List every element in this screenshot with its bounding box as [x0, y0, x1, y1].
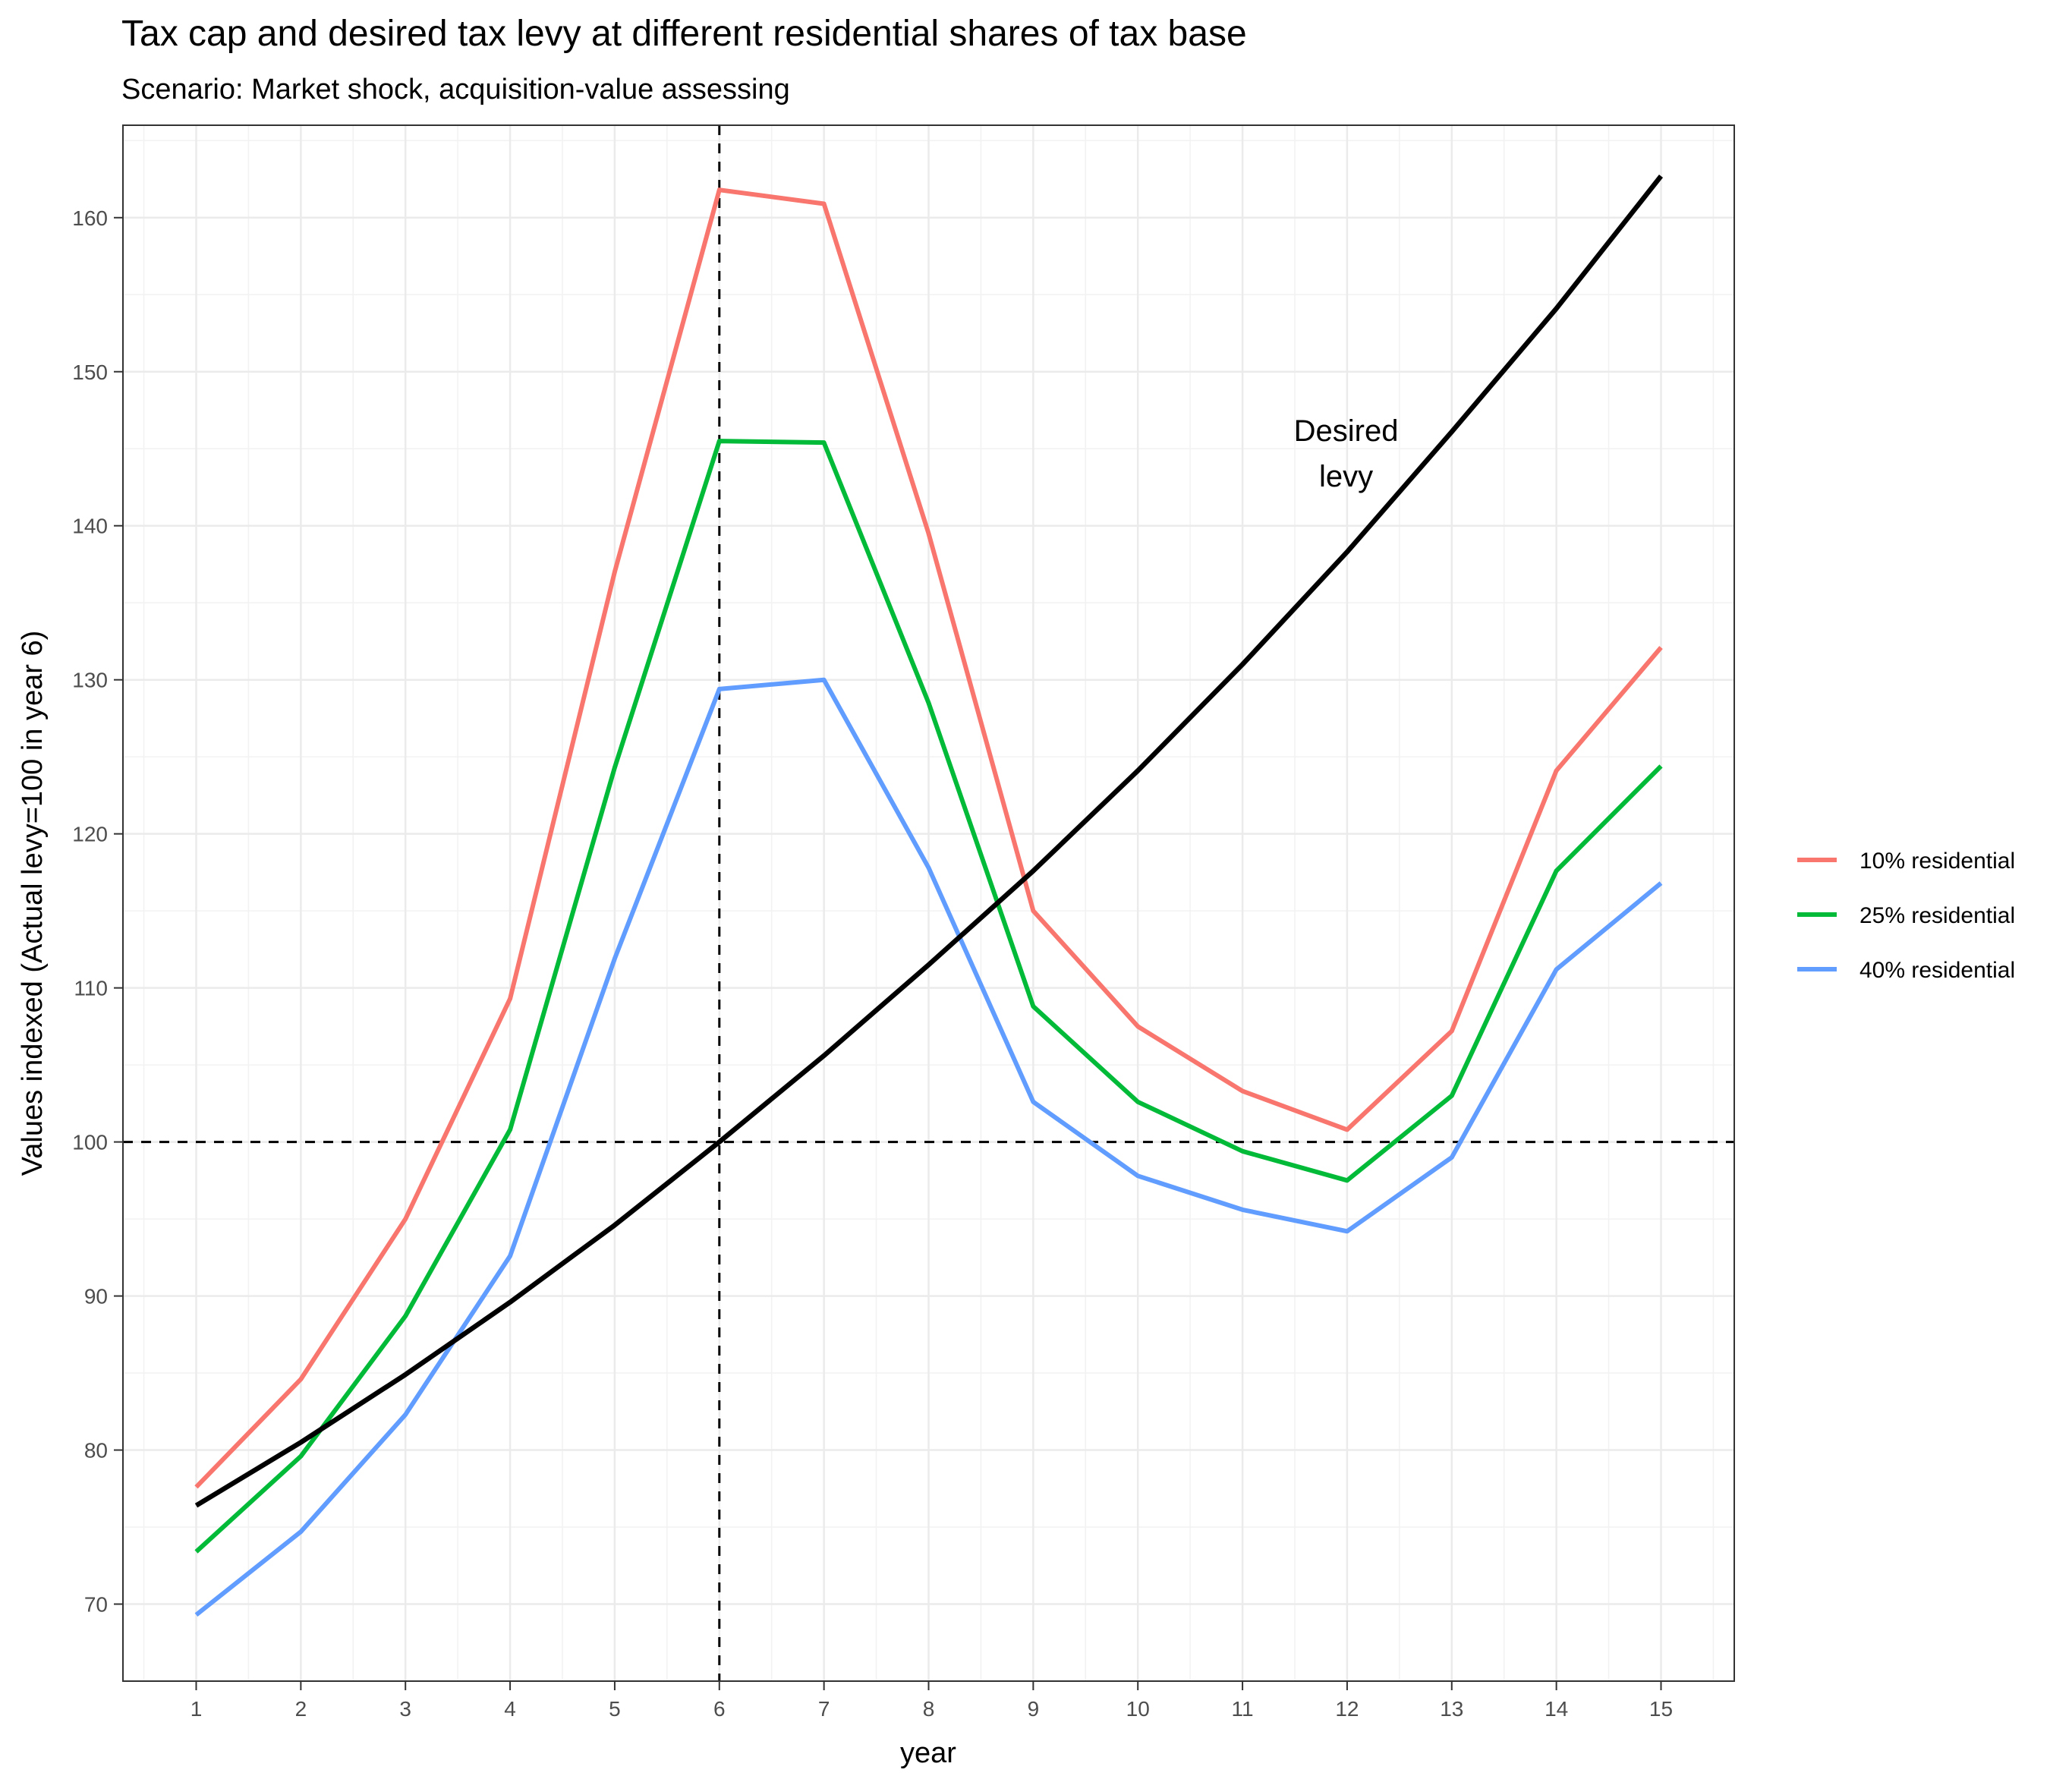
x-tick-label: 6	[713, 1697, 726, 1721]
x-tick-label: 7	[818, 1697, 830, 1721]
y-tick-label: 150	[72, 361, 108, 384]
chart-subtitle: Scenario: Market shock, acquisition-valu…	[121, 74, 790, 105]
y-tick-label: 160	[72, 206, 108, 230]
x-tick-label: 12	[1335, 1697, 1359, 1721]
legend: 10% residential 25% residential 40% reside…	[1797, 849, 2015, 983]
x-tick-label: 3	[399, 1697, 411, 1721]
y-tick-label: 110	[74, 977, 108, 1000]
y-axis: 70 80 90 100 110 120 130 140 150 160	[72, 206, 123, 1617]
y-axis-title: Values indexed (Actual levy=100 in year …	[17, 631, 49, 1176]
x-tick-label: 13	[1440, 1697, 1463, 1721]
x-tick-label: 4	[504, 1697, 516, 1721]
x-tick-label: 14	[1545, 1697, 1568, 1721]
y-tick-label: 130	[72, 669, 108, 692]
series-line-10-residential	[194, 187, 1663, 1489]
y-tick-label: 90	[84, 1285, 108, 1308]
x-tick-label: 8	[923, 1697, 935, 1721]
x-tick-label: 2	[295, 1697, 307, 1721]
x-tick-label: 10	[1126, 1697, 1150, 1721]
chart-title: Tax cap and desired tax levy at differen…	[121, 14, 1247, 54]
annotation-text: Desired	[1294, 414, 1399, 448]
x-tick-label: 5	[609, 1697, 621, 1721]
legend-label-10-residential: 10% residential	[1859, 849, 2015, 874]
x-tick-label: 9	[1028, 1697, 1040, 1721]
y-tick-label: 140	[72, 515, 108, 538]
legend-label-25-residential: 25% residential	[1859, 903, 2015, 928]
legend-label-40-residential: 40% residential	[1859, 958, 2015, 983]
x-axis: 1 2 3 4 5 6 7 8 9 10 11 12 13 14 15	[191, 1681, 1673, 1721]
series-layer	[194, 174, 1664, 1617]
x-tick-label: 1	[191, 1697, 203, 1721]
y-tick-label: 70	[84, 1593, 108, 1617]
desired-levy-line	[194, 174, 1664, 1508]
y-tick-label: 120	[72, 823, 108, 846]
x-tick-label: 15	[1649, 1697, 1673, 1721]
annotation-text: levy	[1319, 460, 1373, 493]
x-axis-title: year	[900, 1737, 956, 1769]
plot-panel: Desired levy	[122, 124, 1735, 1682]
y-tick-label: 80	[84, 1439, 108, 1463]
annotation-layer: Desired levy	[1294, 414, 1399, 493]
x-tick-label: 11	[1232, 1697, 1254, 1721]
series-line-40-residential	[194, 677, 1663, 1617]
y-tick-label: 100	[72, 1131, 108, 1154]
series-line-25-residential	[194, 439, 1663, 1554]
reference-lines	[123, 125, 1734, 1681]
